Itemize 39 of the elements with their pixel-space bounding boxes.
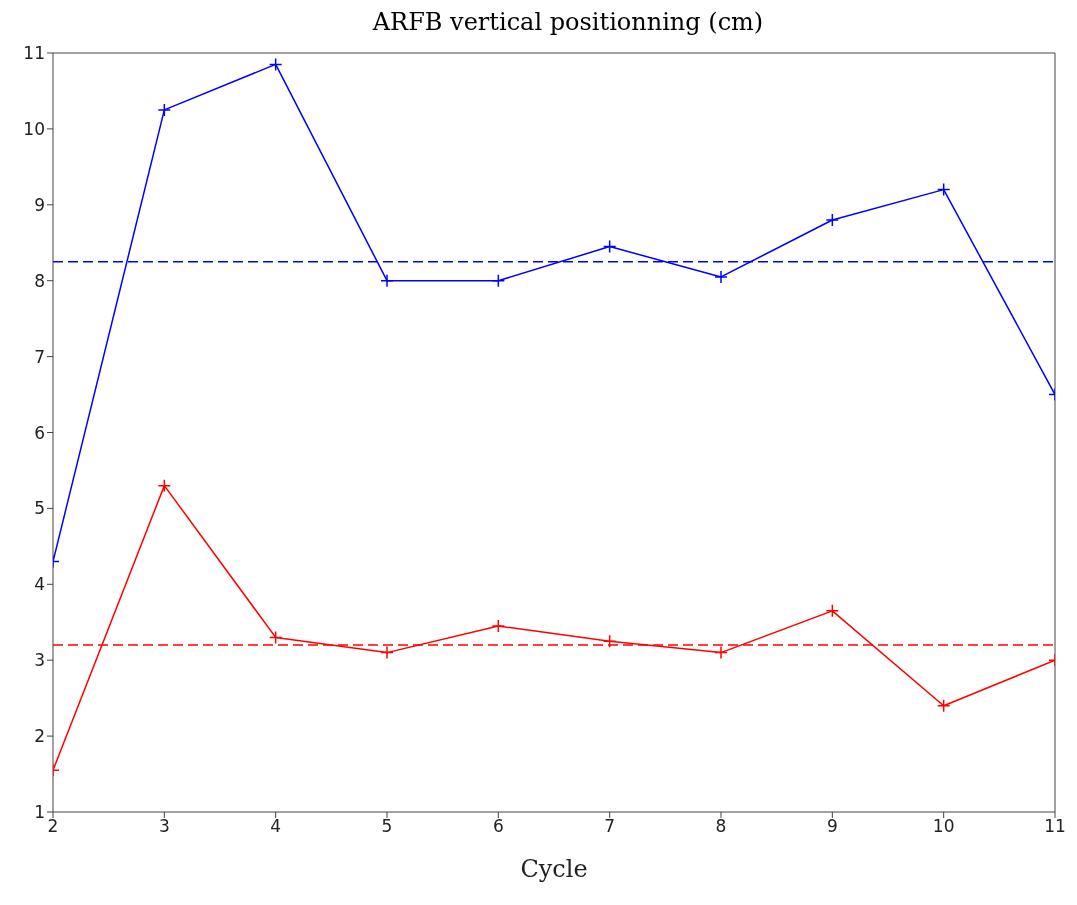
chart-title: ARFB vertical positionning (cm) xyxy=(371,8,765,36)
x-tick-label: 11 xyxy=(1044,816,1066,837)
y-tick-label: 2 xyxy=(34,726,45,747)
point xyxy=(825,213,840,227)
y-tick-label: 1 xyxy=(34,802,45,823)
point xyxy=(157,478,172,493)
point xyxy=(268,57,283,72)
x-tick-label: 8 xyxy=(715,816,727,837)
x-tick-label: 2 xyxy=(47,816,59,837)
point xyxy=(714,270,728,284)
point xyxy=(602,634,617,648)
point xyxy=(380,273,394,288)
point xyxy=(936,182,951,197)
x-tick-label: 5 xyxy=(381,816,393,837)
point xyxy=(936,698,951,713)
point xyxy=(491,619,506,633)
y-tick-label: 11 xyxy=(23,43,45,64)
y-tick-label: 4 xyxy=(34,574,45,595)
y-tick-label: 6 xyxy=(34,422,45,443)
point xyxy=(380,645,394,660)
y-tick-label: 3 xyxy=(34,650,45,671)
point xyxy=(714,645,728,660)
point xyxy=(268,630,283,645)
x-tick-label: 4 xyxy=(270,816,282,837)
y-tick-label: 8 xyxy=(34,270,45,291)
x-axis-title: Cycle xyxy=(520,855,588,883)
y-tick-label: 10 xyxy=(23,118,45,139)
point xyxy=(825,604,840,618)
point xyxy=(602,239,617,254)
x-tick-label: 6 xyxy=(492,816,504,837)
point xyxy=(157,103,172,117)
x-tick-label: 3 xyxy=(158,816,170,837)
y-tick-label: 9 xyxy=(34,194,45,215)
point xyxy=(491,273,506,288)
y-tick-label: 5 xyxy=(34,498,45,519)
x-tick-label: 9 xyxy=(826,816,838,837)
x-tick-label: 7 xyxy=(604,816,616,837)
y-tick-label: 7 xyxy=(34,346,45,367)
x-tick-label: 10 xyxy=(932,816,955,837)
